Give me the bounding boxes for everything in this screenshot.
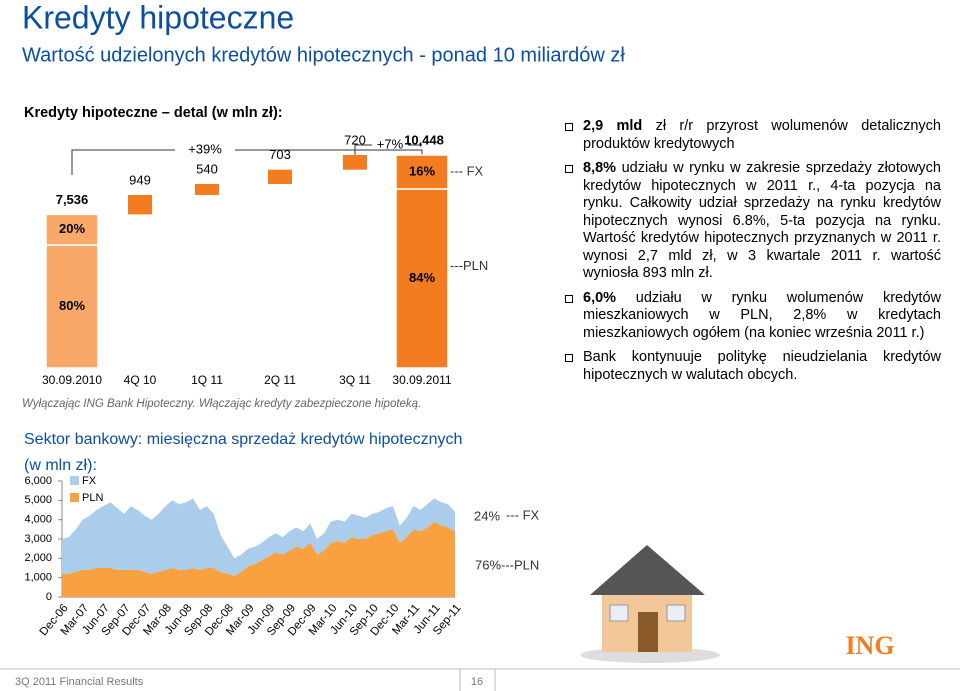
annotation: --- FX (506, 507, 540, 522)
share-segment (45, 244, 99, 369)
house-illustration (580, 545, 720, 663)
bullet-text: udziału w rynku wolumenów kredytów miesz… (583, 289, 941, 341)
bullet-highlight: 2,9 mld (583, 118, 643, 134)
legend-swatch (70, 493, 79, 502)
share-label: 20% (59, 221, 85, 236)
bar (268, 169, 292, 185)
area (62, 498, 455, 576)
series-label: --- FX (450, 163, 484, 178)
value-label: 949 (129, 172, 151, 187)
title: Kredyty hipoteczne (22, 0, 294, 35)
bullet: 2,9 mld zł r/r przyrost wolumenów detali… (563, 118, 941, 153)
y-tick-label: 2,000 (24, 552, 52, 564)
bullet: 8,8% udziału w rynku w zakresie sprzedaż… (563, 160, 941, 283)
bullet-list: 2,9 mld zł r/r przyrost wolumenów detali… (563, 118, 941, 391)
bullet: 6,0% udziału w rynku wolumenów kredytów … (563, 290, 941, 343)
bullet-text: zł r/r przyrost wolumenów detalicznych p… (583, 118, 941, 152)
bar (343, 155, 367, 170)
y-tick-label: 5,000 (24, 494, 52, 506)
series-label: ---PLN (450, 258, 488, 273)
share-segment (395, 188, 449, 369)
logo: ING (845, 631, 894, 660)
growth-label: +39% (188, 141, 222, 156)
bullet: Bank kontynuuje politykę nieudzielania k… (563, 349, 941, 384)
subtitle: Wartość udzielonych kredytów hipotecznyc… (22, 44, 625, 66)
annotation: 24% (474, 508, 500, 523)
bar (128, 195, 152, 215)
bullet-highlight: 8,8% (583, 160, 617, 176)
legend-label: PLN (82, 492, 103, 504)
share-label: 84% (409, 270, 435, 285)
chart1-title: Kredyty hipoteczne – detal (w mln zł): (24, 105, 283, 121)
x-tick-label: 30.09.2010 (42, 373, 102, 387)
value-label: 540 (196, 161, 218, 176)
value-label: 720 (344, 132, 366, 147)
chart2-title: Sektor bankowy: miesięczna sprzedaż kred… (24, 431, 462, 448)
x-tick-label: 4Q 10 (124, 373, 157, 387)
legend-label: FX (82, 475, 97, 487)
annotation: 76%---PLN (475, 557, 539, 572)
y-tick-label: 6,000 (24, 475, 52, 487)
share-label: 16% (409, 163, 435, 178)
footnote: Wyłączając ING Bank Hipoteczny. Włączają… (22, 398, 421, 410)
bracket (71, 149, 423, 175)
x-tick-label: 3Q 11 (339, 373, 371, 387)
x-tick-label: 2Q 11 (264, 373, 296, 387)
value-label: 10,448 (404, 132, 444, 147)
legend-swatch (70, 476, 79, 485)
value-label: 7,536 (56, 192, 89, 207)
share-label: 80% (59, 298, 85, 313)
chart2-subtitle: (w mln zł): (24, 457, 97, 474)
bullet-text: udziału w rynku w zakresie sprzedaży zło… (583, 160, 941, 281)
footer-text: 3Q 2011 Financial Results (15, 676, 144, 688)
y-tick-label: 4,000 (24, 514, 52, 526)
y-tick-label: 3,000 (24, 533, 52, 545)
page-number: 16 (471, 676, 483, 688)
x-tick-label: 1Q 11 (191, 373, 223, 387)
y-tick-label: 1,000 (24, 572, 52, 584)
bar (195, 184, 219, 196)
share-segment (45, 213, 99, 246)
growth-label: +7% (377, 136, 404, 151)
bullet-highlight: 6,0% (583, 289, 617, 306)
y-tick-label: 0 (46, 591, 52, 603)
x-tick-label: 30.09.2011 (392, 373, 451, 387)
area (62, 521, 455, 597)
bullet-text: Bank kontynuuje politykę nieudzielania k… (583, 349, 941, 383)
value-label: 703 (269, 147, 291, 162)
